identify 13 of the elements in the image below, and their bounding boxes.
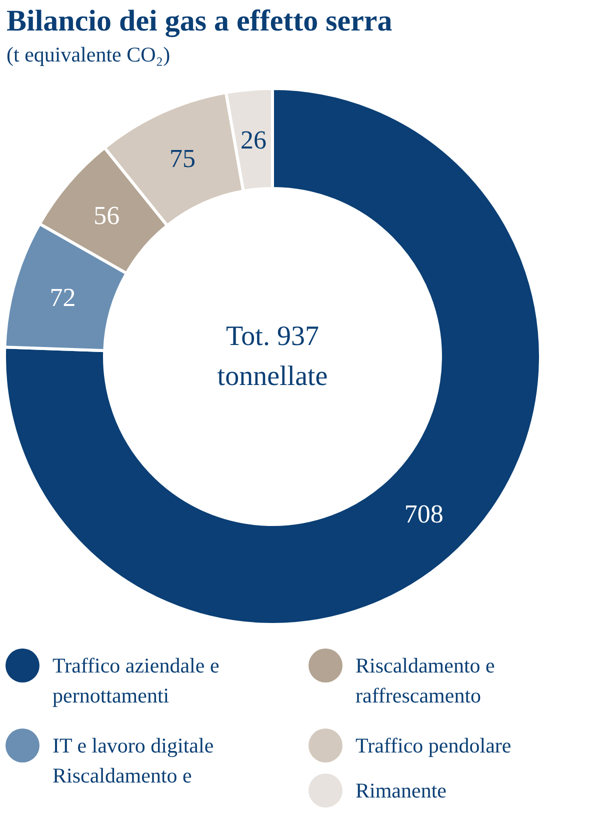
legend-label: IT e lavoro digitale Riscaldamento e [52,734,214,788]
data-label: 75 [169,144,196,173]
legend-label: Riscaldamento e raffrescamento [356,654,495,708]
legend-label: Traffico aziendale e pernottamenti [52,654,220,708]
legend-label: Rimanente [356,778,446,802]
data-label: 56 [94,201,120,230]
legend-label: Traffico pendolare [356,734,512,758]
data-label: 708 [404,499,444,528]
chart-subtitle: (t equivalente CO₂) [6,42,170,66]
text: Tot. 937 tonnellate [217,320,328,392]
data-label: 72 [50,282,76,312]
data-label: 26 [240,125,267,154]
chart-title: Bilancio dei gas a effetto serra [6,4,392,38]
